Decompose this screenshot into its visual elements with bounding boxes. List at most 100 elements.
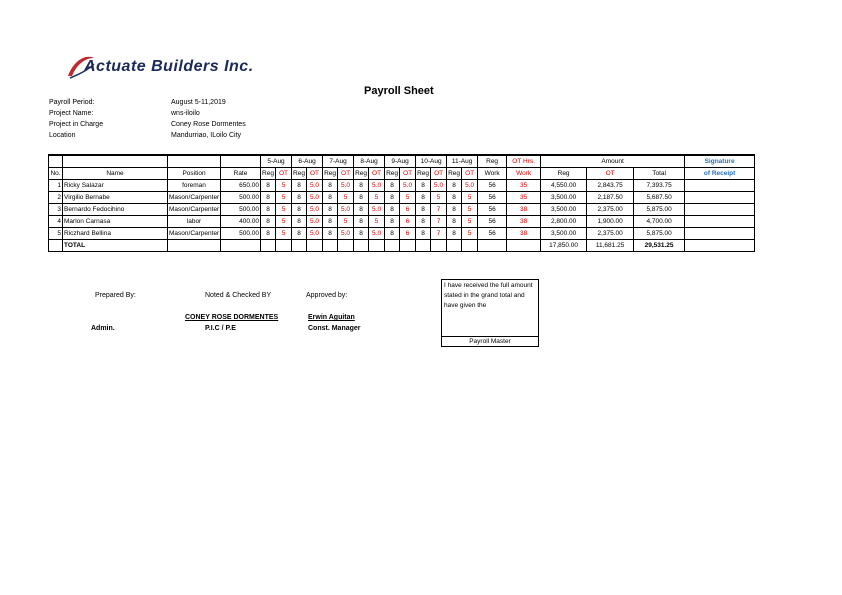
cell: 5 [274, 179, 293, 192]
cell [415, 239, 432, 252]
cell: TOTAL [62, 239, 168, 252]
cell: 8 [353, 227, 370, 240]
cell: 2,800.00 [540, 215, 588, 228]
cell: labor [167, 215, 221, 228]
cell: 8 [446, 179, 463, 192]
cell: 5.0 [461, 179, 479, 192]
cell: 4 [48, 215, 63, 228]
cell [446, 239, 463, 252]
cell [684, 227, 756, 240]
cell: Riczhard Bellina [62, 227, 168, 240]
footer-role: Admin. [91, 325, 115, 332]
cell: 500.00 [220, 191, 261, 204]
cell: 8 [353, 203, 370, 216]
cell: 2,375.00 [586, 227, 635, 240]
cell: 8 [291, 191, 308, 204]
receipt-role: Payroll Master [442, 336, 538, 346]
info-label: Payroll Period: [49, 99, 95, 106]
cell: 8 [415, 191, 432, 204]
data-row: 5 Riczhard Bellina Mason/Carpenter 500.00 8 5… [48, 227, 756, 240]
cell: 3,500.00 [540, 227, 588, 240]
cell: 5 [368, 215, 386, 228]
cell [48, 154, 63, 168]
cell [48, 239, 63, 252]
cell [461, 239, 479, 252]
cell: 5.0 [430, 179, 448, 192]
cell: OT [337, 167, 355, 180]
info-label: Project in Charge [49, 121, 104, 128]
cell: 8 [446, 215, 463, 228]
cell: Total [633, 167, 686, 180]
cell: 5.0 [337, 179, 355, 192]
cell [260, 239, 276, 252]
cell [684, 215, 756, 228]
cell: 5 [430, 191, 448, 204]
info-value: Mandurriao, ILoilo City [171, 132, 242, 139]
cell [220, 154, 261, 168]
cell: Ricky Salazar [62, 179, 168, 192]
cell: 3,500.00 [540, 203, 588, 216]
cell: 5.0 [306, 203, 324, 216]
cell: 500.00 [220, 227, 261, 240]
cell: Signature [684, 154, 756, 168]
cell: Reg [415, 167, 432, 180]
cell: 5 [461, 227, 479, 240]
cell: 2,375.00 [586, 203, 635, 216]
cell: Amount [540, 154, 686, 168]
cell: 5 [461, 215, 479, 228]
cell: 8 [291, 227, 308, 240]
cell: OT [430, 167, 448, 180]
cell: 5 [274, 215, 293, 228]
cell: 29,531.25 [633, 239, 686, 252]
cell: 5.0 [337, 203, 355, 216]
cell: 8 [353, 215, 370, 228]
cell: 5 [461, 203, 479, 216]
cell: 7-Aug [322, 154, 355, 168]
cell: 11,681.25 [586, 239, 635, 252]
data-row: 2 Virgilio Bernabe Mason/Carpenter 500.00 8 5… [48, 191, 756, 204]
cell: 5.0 [399, 179, 417, 192]
cell: 5.0 [368, 179, 386, 192]
cell: 8 [322, 191, 339, 204]
cell: Virgilio Bernabe [62, 191, 168, 204]
cell: 7 [430, 227, 448, 240]
cell [220, 239, 261, 252]
info-value: August 5-11,2019 [171, 99, 226, 106]
cell: 8 [384, 203, 401, 216]
cell: 8 [384, 227, 401, 240]
cell: Reg [291, 167, 308, 180]
cell: 5 [337, 215, 355, 228]
cell: Bernardo Fedocihino [62, 203, 168, 216]
cell [337, 239, 355, 252]
cell: 5.0 [306, 179, 324, 192]
cell [684, 239, 756, 252]
cell [291, 239, 308, 252]
cell: 2,187.50 [586, 191, 635, 204]
cell: 5.0 [337, 227, 355, 240]
cell: 7 [430, 215, 448, 228]
info-value: wns-iloilo [171, 110, 200, 117]
cell: 56 [477, 191, 508, 204]
cell: OT [399, 167, 417, 180]
cell: Reg [540, 167, 588, 180]
cell: OT [461, 167, 479, 180]
cell [506, 239, 542, 252]
cell: 8 [384, 215, 401, 228]
cell: 5 [274, 227, 293, 240]
cell: Mason/Carpenter [167, 227, 221, 240]
footer-name: Erwin Aguitan [308, 314, 355, 321]
cell: 6-Aug [291, 154, 324, 168]
cell: 8 [291, 179, 308, 192]
cell: 9-Aug [384, 154, 417, 168]
cell [353, 239, 370, 252]
cell: 5.0 [368, 203, 386, 216]
cell: 5.0 [368, 227, 386, 240]
cell [384, 239, 401, 252]
cell: 5.0 [306, 215, 324, 228]
cell: 5,875.00 [633, 203, 686, 216]
cell: 400.00 [220, 215, 261, 228]
cell: 8 [260, 203, 276, 216]
cell [167, 239, 221, 252]
cell: Rate [220, 167, 261, 180]
